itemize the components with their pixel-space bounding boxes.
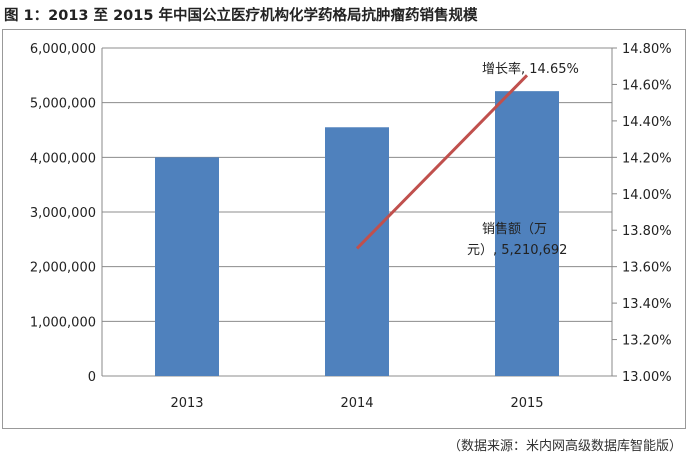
x-tick-label: 2014 xyxy=(340,396,373,411)
data-source: （数据来源：米内网高级数据库智能版） xyxy=(447,439,682,454)
y-left-tick-label: 2,000,000 xyxy=(30,261,96,276)
y-right-tick-label: 13.20% xyxy=(622,334,672,349)
bar-2015 xyxy=(495,91,559,376)
y-right-tick-label: 13.80% xyxy=(622,224,672,239)
x-tick-label: 2013 xyxy=(170,396,203,411)
bar-2014 xyxy=(325,127,389,377)
growth-rate-line xyxy=(355,74,529,250)
bar-2013 xyxy=(155,157,219,376)
y-left-tick-label: 5,000,000 xyxy=(30,97,96,112)
y-right-tick-label: 13.40% xyxy=(622,297,672,312)
y-left-tick-label: 4,000,000 xyxy=(30,151,96,166)
y-right-tick-label: 14.80% xyxy=(622,42,672,57)
x-tick-label: 2015 xyxy=(510,396,543,411)
y-right-tick-label: 14.40% xyxy=(622,115,672,130)
line-data-label: 增长率, 14.65% xyxy=(482,61,579,77)
y-right-tick-label: 13.00% xyxy=(622,370,672,385)
y-left-tick-label: 0 xyxy=(88,370,96,385)
y-left-tick-label: 6,000,000 xyxy=(30,42,96,57)
y-right-tick-label: 14.60% xyxy=(622,78,672,93)
chart-title: 图 1：2013 至 2015 年中国公立医疗机构化学药格局抗肿瘤药销售规模 xyxy=(4,8,478,24)
y-left-tick-label: 3,000,000 xyxy=(30,206,96,221)
y-right-tick-label: 13.60% xyxy=(622,261,672,276)
bar-data-label: 元）, 5,210,692 xyxy=(467,243,567,258)
chart-frame xyxy=(2,29,686,429)
y-right-tick-label: 14.20% xyxy=(622,151,672,166)
y-right-tick-label: 14.00% xyxy=(622,188,672,203)
y-left-tick-label: 1,000,000 xyxy=(30,315,96,330)
bar-data-label: 销售额（万 xyxy=(482,221,547,237)
